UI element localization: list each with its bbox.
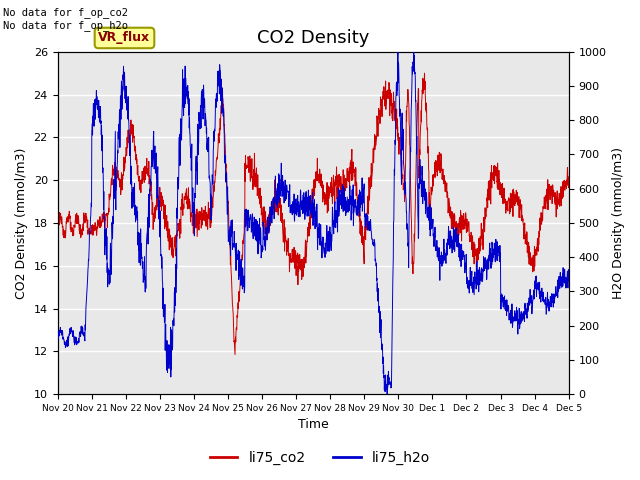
Y-axis label: H2O Density (mmol/m3): H2O Density (mmol/m3) xyxy=(612,147,625,299)
Title: CO2 Density: CO2 Density xyxy=(257,29,369,48)
Text: No data for f_op_co2
No data for f_op_h2o: No data for f_op_co2 No data for f_op_h2… xyxy=(3,7,128,31)
Legend: li75_co2, li75_h2o: li75_co2, li75_h2o xyxy=(204,445,436,471)
Text: VR_flux: VR_flux xyxy=(99,32,150,45)
Y-axis label: CO2 Density (mmol/m3): CO2 Density (mmol/m3) xyxy=(15,147,28,299)
X-axis label: Time: Time xyxy=(298,419,328,432)
